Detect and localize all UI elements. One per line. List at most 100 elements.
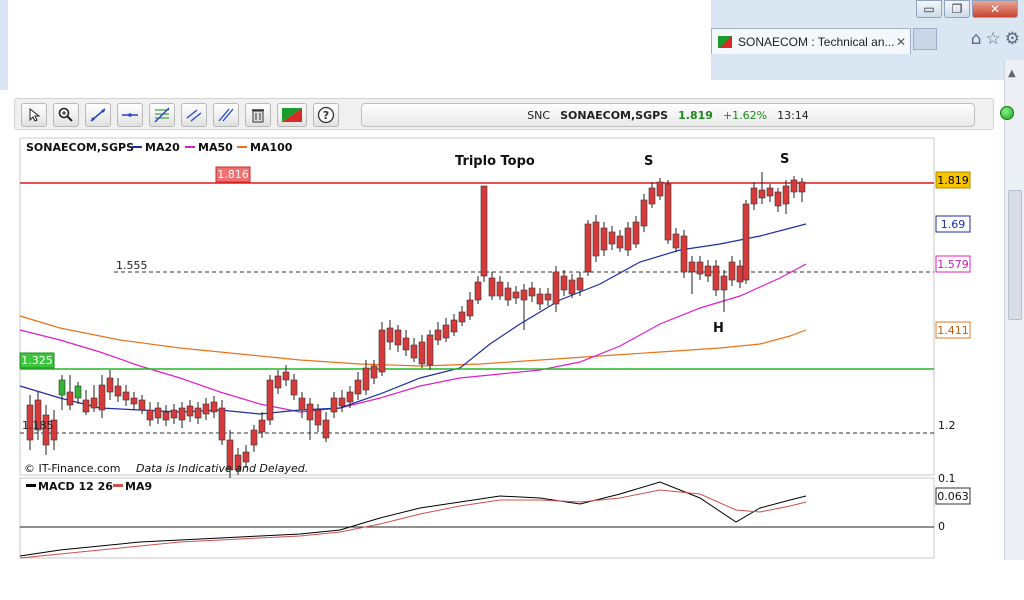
candle-body [704,265,712,277]
candle-body [202,403,210,415]
candle-body [680,235,688,273]
scroll-up-icon[interactable]: ▲ [1008,68,1016,79]
window-controls: ▭ ❐ ✕ [916,0,1018,18]
resistance-label: 1.816 [217,168,249,181]
candle-body [696,261,704,275]
candle-body [758,189,766,199]
candle-body [600,227,608,251]
candle-body [480,185,488,277]
candle-body [98,384,106,411]
fibonacci-tool-button[interactable] [149,103,175,127]
ma100-line [19,315,807,367]
candle-body [338,397,346,407]
macd-line [19,481,807,557]
quote-change: +1.62% [722,108,768,122]
candle-body [798,181,806,193]
candle-body [146,409,154,421]
trendline-icon [90,108,106,122]
vertical-scrollbar[interactable]: ▲ [1004,60,1024,560]
candle-body [226,439,234,471]
delete-tool-button[interactable] [245,103,271,127]
horizontal-line-icon [122,113,138,117]
candle-body [790,179,798,193]
candle-body [568,279,576,295]
gear-icon[interactable]: ⚙ [1004,29,1020,49]
brand-logo-button[interactable] [277,103,307,127]
ma100-swatch [237,146,247,148]
candle-body [322,419,330,439]
logo-icon [282,108,302,122]
star-icon[interactable]: ☆ [985,29,1001,49]
minimize-button[interactable]: ▭ [916,0,942,18]
trendline-tool-button[interactable] [85,103,111,127]
candle-body [728,261,736,281]
macd-axis-zero: 0 [938,520,945,533]
quote-price: 1.819 [678,108,713,122]
scroll-thumb[interactable] [1008,190,1022,320]
candle-body [782,185,790,205]
candle-body [528,287,536,297]
candle-body [378,329,386,373]
candle-body [330,397,338,413]
candle-body [26,404,34,441]
candle-body [58,379,66,396]
support-label: 1.325 [21,354,53,367]
tab-close-icon[interactable]: ✕ [896,34,907,49]
ma20-swatch [132,146,142,148]
axis-label-1-2: 1.2 [938,419,956,432]
help-button[interactable]: ? [313,103,339,127]
candle-body [750,187,758,205]
candle-body [720,275,728,291]
home-icon[interactable]: ⌂ [970,29,982,49]
candle-body [450,319,458,333]
candle-body [290,379,298,396]
stock-chart[interactable]: 1.816 1.325 1.555 1.185 Triplo Topo S S … [0,0,1004,560]
candle-body [50,419,58,441]
candle-body [242,451,250,463]
new-tab-button[interactable] [913,28,937,50]
candle-body [474,281,482,301]
candle-body [624,227,632,251]
candle-body [258,419,266,433]
channel-tool-button[interactable] [181,103,207,127]
candle-body [442,324,450,339]
candle-body [466,299,474,317]
live-status-icon [1000,106,1014,120]
price-tag-ma100-text: 1.411 [937,324,969,337]
horizontal-line-tool-button[interactable] [117,103,143,127]
candle-body [496,281,504,297]
zoom-tool-button[interactable] [53,103,79,127]
price-tag-ma20-text: 1.69 [941,218,966,231]
candle-body [394,329,402,346]
support-label-box [19,352,55,369]
head-label: H [713,321,724,336]
macd-signal-line [19,489,807,559]
candle-body [386,327,394,343]
ma50-line [19,263,807,413]
candle-body [210,401,218,413]
restore-button[interactable]: ❐ [944,0,970,18]
candle-body [282,371,290,381]
candle-body [688,261,696,273]
candle-body [346,391,354,403]
resistance-label-box [215,166,251,183]
pointer-tool-button[interactable] [21,103,47,127]
dashed-label-high: 1.555 [116,259,148,272]
macd-signal-swatch [113,484,123,487]
candle-body [736,265,744,283]
parallel-tool-button[interactable] [213,103,239,127]
candle-body [66,391,74,406]
close-window-button[interactable]: ✕ [972,0,1018,18]
price-tag-last-text: 1.819 [937,174,969,187]
candle-body [592,221,600,257]
browser-tab[interactable]: SONAECOM : Technical an... ✕ [711,28,911,54]
chart-toolbar: ? SNC SONAECOM,SGPS 1.819 +1.62% 13:14 [14,98,994,130]
candle-body [576,277,584,291]
browser-bottom [0,560,1024,600]
shoulder-label-left: S [644,154,653,169]
parallel-lines-icon [218,108,234,122]
candle-body [640,199,648,227]
candle-body [434,329,442,341]
candle-body [162,411,170,421]
price-tag-ma50-text: 1.579 [937,258,969,271]
